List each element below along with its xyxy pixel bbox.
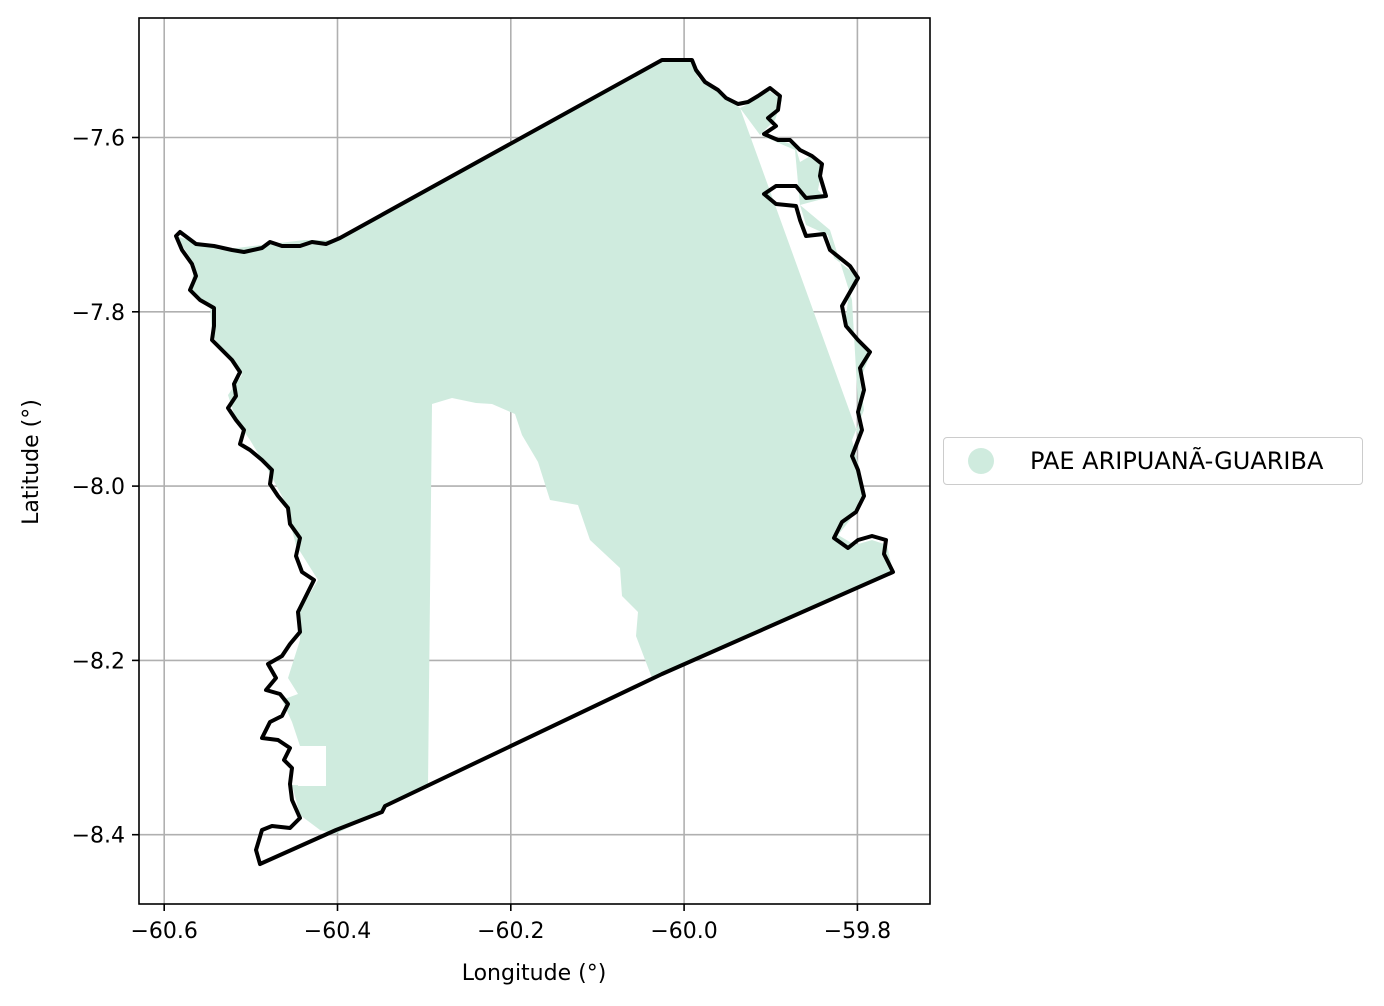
y-tick-label: −8.0 <box>72 475 125 500</box>
legend-label: PAE ARIPUANÃ-GUARIBA <box>1030 447 1324 475</box>
x-axis-label: Longitude (°) <box>462 961 607 986</box>
x-tick-label: −59.8 <box>824 919 891 944</box>
y-tick-label: −7.8 <box>72 301 125 326</box>
settlement-boundary <box>174 58 895 866</box>
y-axis-ticks: −7.6 −7.8 −8.0 −8.2 −8.4 <box>72 127 139 849</box>
x-tick-label: −60.4 <box>304 919 371 944</box>
y-tick-label: −7.6 <box>72 127 125 152</box>
x-tick-label: −60.6 <box>130 919 197 944</box>
axes-frame <box>138 17 931 905</box>
legend-marker-icon <box>968 448 994 474</box>
enclave-hole <box>298 746 326 786</box>
x-tick-label: −60.2 <box>477 919 544 944</box>
x-axis-ticks: −60.6 −60.4 −60.2 −60.0 −59.8 <box>130 904 891 944</box>
y-tick-label: −8.4 <box>72 824 125 849</box>
y-tick-label: −8.2 <box>72 649 125 674</box>
settlement-area-fill <box>176 60 893 834</box>
y-axis-label: Latitude (°) <box>19 399 44 525</box>
x-tick-label: −60.0 <box>650 919 717 944</box>
legend: PAE ARIPUANÃ-GUARIBA <box>943 437 1363 485</box>
